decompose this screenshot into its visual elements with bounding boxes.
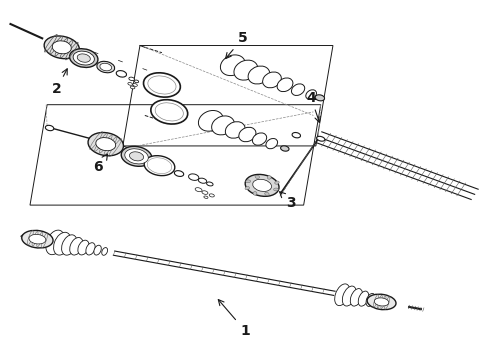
Ellipse shape bbox=[73, 51, 95, 65]
Text: 5: 5 bbox=[225, 31, 247, 59]
Ellipse shape bbox=[335, 284, 350, 306]
Ellipse shape bbox=[253, 192, 257, 195]
Ellipse shape bbox=[382, 298, 388, 307]
Ellipse shape bbox=[100, 63, 112, 71]
Ellipse shape bbox=[220, 55, 245, 76]
Ellipse shape bbox=[204, 196, 208, 198]
Ellipse shape bbox=[266, 139, 277, 149]
Ellipse shape bbox=[62, 235, 77, 255]
Ellipse shape bbox=[367, 294, 396, 310]
Ellipse shape bbox=[46, 230, 64, 255]
Ellipse shape bbox=[275, 181, 279, 184]
Ellipse shape bbox=[277, 78, 293, 92]
Ellipse shape bbox=[144, 156, 175, 176]
Ellipse shape bbox=[317, 136, 325, 141]
Ellipse shape bbox=[78, 240, 89, 255]
Ellipse shape bbox=[239, 127, 256, 142]
Ellipse shape bbox=[374, 298, 389, 306]
Ellipse shape bbox=[225, 122, 245, 138]
Ellipse shape bbox=[198, 111, 223, 131]
Ellipse shape bbox=[253, 179, 271, 192]
Ellipse shape bbox=[46, 125, 54, 131]
Ellipse shape bbox=[44, 36, 79, 59]
Ellipse shape bbox=[129, 152, 144, 161]
Ellipse shape bbox=[52, 41, 72, 54]
Text: 4: 4 bbox=[306, 90, 320, 122]
Ellipse shape bbox=[273, 188, 278, 191]
Ellipse shape bbox=[358, 291, 368, 306]
Text: 2: 2 bbox=[52, 69, 67, 95]
Ellipse shape bbox=[94, 245, 101, 255]
Ellipse shape bbox=[207, 182, 213, 186]
Ellipse shape bbox=[151, 100, 188, 124]
Ellipse shape bbox=[130, 86, 135, 89]
Ellipse shape bbox=[88, 132, 123, 156]
Ellipse shape bbox=[350, 289, 363, 306]
Ellipse shape bbox=[133, 84, 137, 86]
Ellipse shape bbox=[134, 80, 139, 83]
Ellipse shape bbox=[212, 116, 234, 135]
Ellipse shape bbox=[195, 188, 202, 192]
Ellipse shape bbox=[245, 180, 250, 183]
Ellipse shape bbox=[116, 71, 126, 77]
Ellipse shape bbox=[128, 82, 132, 85]
Ellipse shape bbox=[53, 232, 71, 255]
Ellipse shape bbox=[189, 174, 199, 180]
Ellipse shape bbox=[245, 186, 249, 190]
Ellipse shape bbox=[174, 171, 184, 176]
Ellipse shape bbox=[125, 149, 148, 164]
Ellipse shape bbox=[306, 90, 317, 99]
Ellipse shape bbox=[202, 191, 208, 194]
Ellipse shape bbox=[343, 286, 356, 306]
Ellipse shape bbox=[267, 176, 271, 179]
Ellipse shape bbox=[281, 146, 289, 151]
Ellipse shape bbox=[366, 293, 375, 306]
Ellipse shape bbox=[263, 72, 281, 88]
Ellipse shape bbox=[70, 238, 83, 255]
Ellipse shape bbox=[255, 175, 260, 179]
Ellipse shape bbox=[315, 95, 324, 101]
Text: 6: 6 bbox=[94, 154, 107, 175]
Ellipse shape bbox=[70, 49, 98, 67]
Ellipse shape bbox=[86, 243, 95, 255]
Ellipse shape bbox=[129, 77, 134, 81]
Ellipse shape bbox=[77, 54, 90, 62]
Ellipse shape bbox=[252, 133, 267, 145]
Ellipse shape bbox=[96, 138, 116, 151]
Ellipse shape bbox=[292, 132, 300, 138]
Ellipse shape bbox=[22, 230, 53, 248]
Ellipse shape bbox=[245, 174, 279, 196]
Ellipse shape bbox=[97, 61, 115, 73]
Ellipse shape bbox=[234, 60, 258, 80]
Ellipse shape bbox=[102, 248, 108, 255]
Ellipse shape bbox=[265, 192, 269, 195]
Ellipse shape bbox=[121, 147, 152, 166]
Ellipse shape bbox=[198, 178, 207, 183]
Ellipse shape bbox=[144, 73, 180, 97]
Ellipse shape bbox=[29, 234, 46, 244]
Ellipse shape bbox=[292, 84, 305, 95]
Ellipse shape bbox=[248, 66, 270, 84]
Ellipse shape bbox=[374, 296, 381, 307]
Text: 3: 3 bbox=[280, 192, 296, 210]
Ellipse shape bbox=[209, 194, 214, 197]
Text: 1: 1 bbox=[219, 300, 250, 338]
